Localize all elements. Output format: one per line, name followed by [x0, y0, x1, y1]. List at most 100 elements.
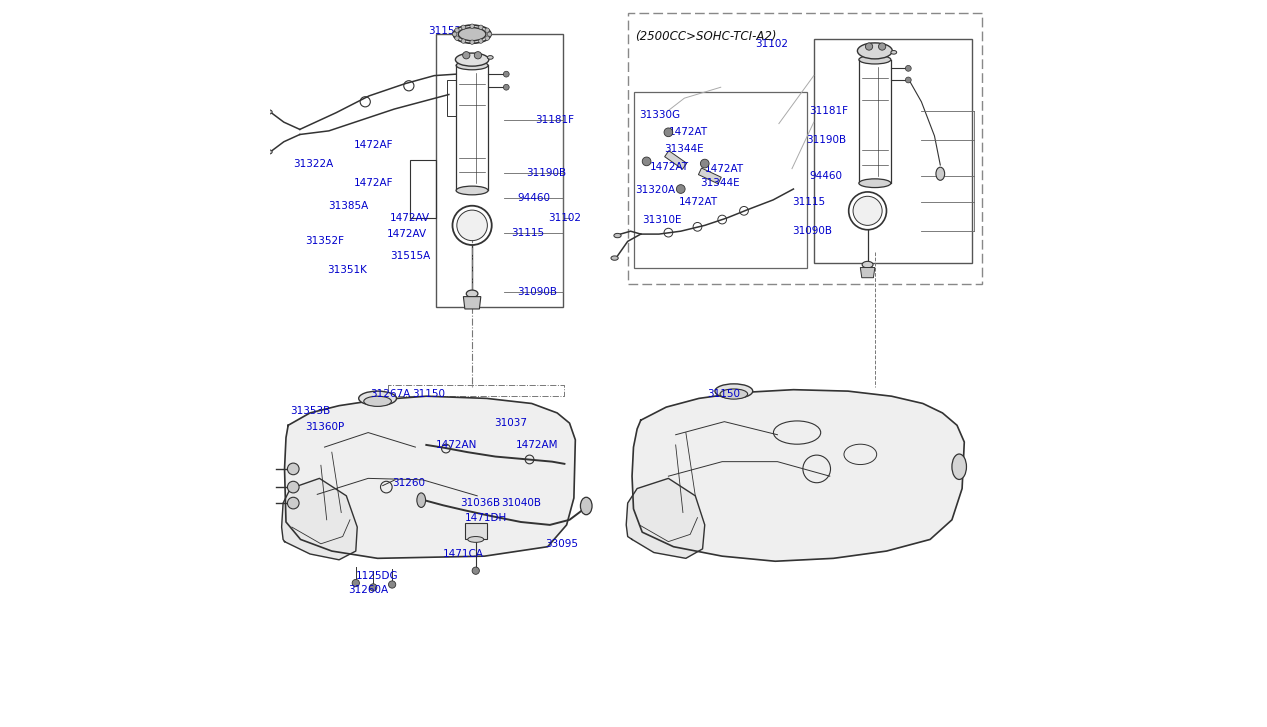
Bar [627, 13, 982, 284]
Ellipse shape [720, 389, 748, 399]
Text: 31102: 31102 [755, 39, 788, 49]
Circle shape [288, 497, 299, 509]
Circle shape [389, 581, 395, 588]
Ellipse shape [265, 110, 272, 114]
Circle shape [455, 28, 459, 33]
Circle shape [479, 39, 483, 44]
Polygon shape [665, 150, 687, 169]
Circle shape [288, 463, 299, 475]
Text: 31115: 31115 [792, 197, 825, 207]
Ellipse shape [455, 53, 489, 66]
Text: 31037: 31037 [494, 418, 527, 428]
Bar [813, 39, 972, 263]
Ellipse shape [466, 290, 478, 297]
Text: 1472AF: 1472AF [353, 178, 393, 188]
Text: 31352F: 31352F [305, 236, 343, 246]
Text: 31351K: 31351K [327, 265, 366, 276]
Ellipse shape [715, 384, 753, 398]
Text: 31260: 31260 [392, 478, 426, 489]
Bar [465, 523, 487, 539]
Circle shape [352, 579, 360, 587]
Text: 31515A: 31515A [390, 251, 431, 261]
Text: 31267A: 31267A [370, 389, 411, 399]
Text: (2500CC>SOHC-TCI-A2): (2500CC>SOHC-TCI-A2) [635, 30, 777, 43]
Circle shape [470, 24, 474, 28]
Text: 31181F: 31181F [536, 115, 574, 125]
Polygon shape [285, 396, 575, 558]
Circle shape [642, 157, 651, 166]
Ellipse shape [858, 43, 892, 59]
Text: 31360P: 31360P [305, 422, 345, 433]
Text: 94460: 94460 [517, 193, 550, 203]
Ellipse shape [459, 28, 487, 41]
Circle shape [370, 584, 376, 591]
Ellipse shape [265, 150, 272, 154]
Circle shape [474, 52, 481, 59]
Ellipse shape [454, 25, 492, 43]
Ellipse shape [457, 210, 488, 241]
Text: 1125DG: 1125DG [356, 571, 398, 581]
Ellipse shape [359, 391, 397, 406]
Text: 31353B: 31353B [290, 406, 331, 416]
Circle shape [461, 25, 465, 29]
Circle shape [485, 36, 489, 41]
Circle shape [288, 481, 299, 493]
Text: 1471CA: 1471CA [443, 549, 484, 559]
Text: 31310E: 31310E [642, 214, 682, 225]
Ellipse shape [456, 186, 488, 195]
Polygon shape [860, 268, 875, 278]
Polygon shape [626, 478, 704, 558]
Circle shape [455, 36, 459, 41]
Ellipse shape [488, 56, 493, 60]
Text: 31344E: 31344E [701, 178, 740, 188]
Circle shape [906, 65, 911, 71]
Circle shape [677, 185, 685, 193]
Text: 31322A: 31322A [293, 158, 333, 169]
Circle shape [878, 43, 886, 50]
Circle shape [485, 28, 489, 33]
Bar [447, 80, 456, 116]
Text: 31344E: 31344E [664, 144, 703, 154]
Text: 31090B: 31090B [517, 287, 557, 297]
Ellipse shape [582, 498, 592, 514]
Polygon shape [632, 390, 964, 561]
Ellipse shape [853, 196, 882, 225]
Ellipse shape [468, 537, 484, 542]
Text: 31040B: 31040B [502, 498, 541, 508]
Ellipse shape [456, 61, 488, 70]
Ellipse shape [580, 497, 592, 515]
Text: 33095: 33095 [545, 539, 578, 549]
Text: 1472AT: 1472AT [704, 164, 744, 174]
Text: 31102: 31102 [549, 213, 582, 223]
Ellipse shape [364, 396, 392, 406]
Text: 1472AM: 1472AM [516, 440, 559, 450]
Text: 31115: 31115 [512, 228, 545, 238]
Text: 31385A: 31385A [328, 201, 369, 212]
Circle shape [452, 32, 457, 36]
Ellipse shape [614, 233, 621, 238]
Circle shape [470, 40, 474, 44]
Circle shape [479, 25, 483, 29]
Text: 31190B: 31190B [807, 134, 846, 145]
Ellipse shape [891, 50, 897, 54]
Circle shape [906, 77, 911, 83]
Bar [634, 92, 807, 268]
Text: 31150: 31150 [413, 389, 446, 399]
Circle shape [488, 32, 492, 36]
Text: 31190B: 31190B [526, 168, 566, 178]
Polygon shape [281, 478, 357, 560]
Text: 1472AF: 1472AF [353, 140, 393, 150]
Text: 94460: 94460 [810, 171, 843, 181]
Text: 1472AT: 1472AT [650, 162, 689, 172]
Text: 1472AN: 1472AN [436, 440, 478, 450]
Circle shape [701, 159, 710, 168]
Text: 1472AV: 1472AV [390, 213, 430, 223]
Circle shape [461, 39, 465, 44]
Text: 1472AV: 1472AV [386, 229, 427, 239]
Text: 31181F: 31181F [810, 105, 849, 116]
Ellipse shape [417, 493, 426, 507]
Text: 31150: 31150 [708, 389, 741, 399]
Bar [436, 34, 563, 307]
Text: 31330G: 31330G [640, 110, 680, 120]
Circle shape [503, 84, 509, 90]
